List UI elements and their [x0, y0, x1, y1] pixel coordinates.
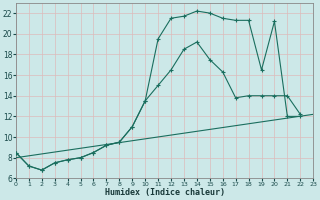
X-axis label: Humidex (Indice chaleur): Humidex (Indice chaleur)	[105, 188, 225, 197]
